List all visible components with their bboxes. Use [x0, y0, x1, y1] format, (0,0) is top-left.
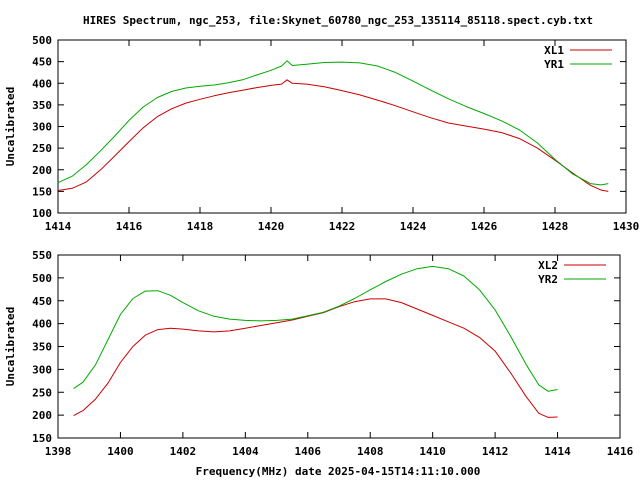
y-tick-label: 500 — [32, 272, 52, 285]
y-tick-label: 350 — [32, 99, 52, 112]
x-tick-label: 1428 — [542, 220, 569, 233]
x-tick-label: 1398 — [45, 445, 72, 458]
y-tick-label: 150 — [32, 185, 52, 198]
x-tick-label: 1422 — [329, 220, 356, 233]
x-tick-label: 1418 — [187, 220, 214, 233]
x-tick-label: 1416 — [116, 220, 143, 233]
y-tick-label: 200 — [32, 409, 52, 422]
x-tick-label: 1430 — [613, 220, 640, 233]
x-tick-label: 1402 — [170, 445, 197, 458]
series-line-xl2 — [73, 298, 558, 418]
y-tick-label: 550 — [32, 249, 52, 262]
series-line-yr1 — [57, 60, 609, 186]
chart-panel-2: 1398 1400 1402 1404 1406 1408 1410 1412 1414 1416… — [4, 249, 634, 458]
y-tick-label: 300 — [32, 121, 52, 134]
y-axis-label: Uncalibrated — [4, 307, 17, 386]
y-tick-label: 400 — [32, 77, 52, 90]
y-tick-label: 250 — [32, 386, 52, 399]
y-tick-label: 450 — [32, 295, 52, 308]
legend-label-xl1: XL1 — [544, 44, 564, 57]
legend-label-yr2: YR2 — [538, 273, 558, 286]
x-tick-label: 1412 — [482, 445, 509, 458]
bottom-xlabel: Frequency(MHz) date 2025-04-15T14:11:10.… — [196, 465, 481, 478]
plot-frame — [57, 39, 627, 214]
x-tick-label: 1414 — [45, 220, 72, 233]
x-tick-label: 1408 — [357, 445, 384, 458]
x-tick-label: 1416 — [607, 445, 634, 458]
y-axis-label: Uncalibrated — [4, 87, 17, 166]
x-tick-label: 1420 — [258, 220, 285, 233]
y-tick-label: 250 — [32, 142, 52, 155]
x-tick-label: 1406 — [295, 445, 322, 458]
y-tick-label: 400 — [32, 318, 52, 331]
y-tick-label: 500 — [32, 34, 52, 47]
figure-title: HIRES Spectrum, ngc_253, file:Skynet_607… — [83, 14, 593, 27]
y-tick-label: 100 — [32, 207, 52, 220]
x-tick-label: 1426 — [471, 220, 498, 233]
legend-label-yr1: YR1 — [544, 58, 564, 71]
y-tick-label: 450 — [32, 56, 52, 69]
y-tick-label: 350 — [32, 341, 52, 354]
series-line-yr2 — [73, 265, 558, 392]
y-tick-label: 150 — [32, 432, 52, 445]
x-tick-label: 1404 — [232, 445, 259, 458]
y-tick-label: 300 — [32, 363, 52, 376]
y-tick-label: 200 — [32, 164, 52, 177]
legend-label-xl2: XL2 — [538, 259, 558, 272]
x-tick-label: 1414 — [544, 445, 571, 458]
x-tick-label: 1424 — [400, 220, 427, 233]
chart-panel-1: 1414 1416 1418 1420 1422 1424 1426 1428 1430 100 1… — [4, 34, 639, 233]
x-tick-label: 1410 — [419, 445, 446, 458]
series-line-xl1 — [57, 79, 609, 192]
plot-frame — [57, 254, 621, 439]
x-tick-label: 1400 — [107, 445, 134, 458]
